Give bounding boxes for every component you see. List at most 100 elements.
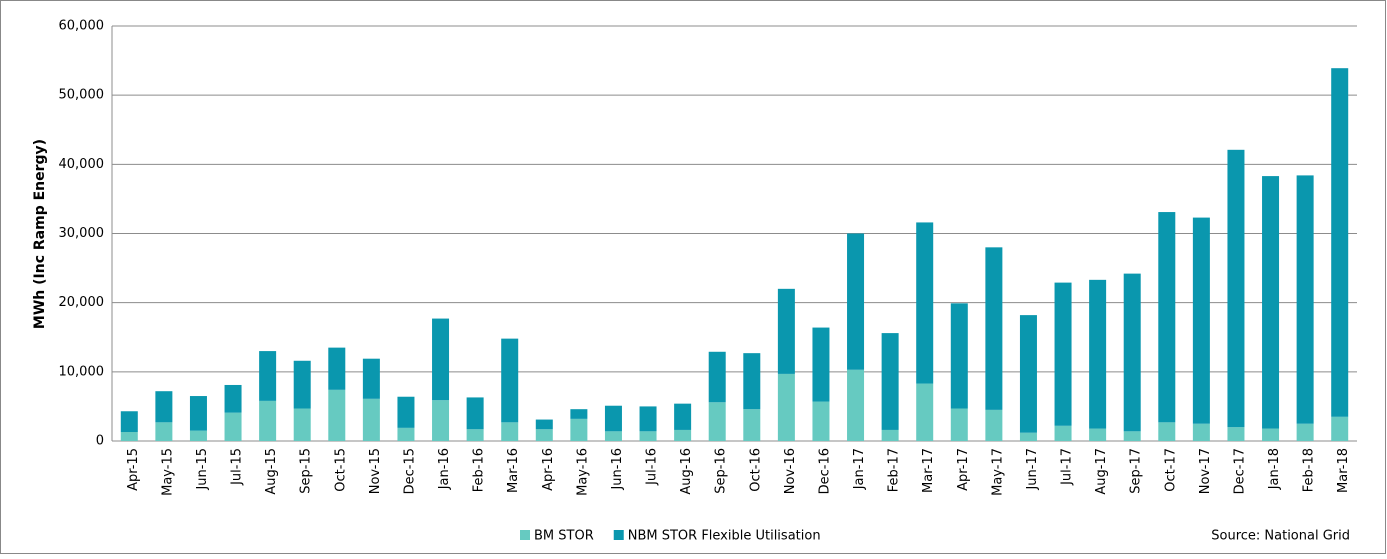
x-tick-label: Jan-18 [1267,448,1282,490]
x-tick-label: Mar-17 [921,448,936,493]
y-tick-label: 40,000 [59,157,105,172]
y-tick-label: 10,000 [59,364,105,379]
bar-segment [1019,315,1037,433]
x-tick-label: Aug-17 [1094,448,1109,495]
bar-segment [362,398,380,441]
bar-segment [466,429,484,441]
x-tick-label: Oct-15 [333,448,348,492]
y-tick-label: 20,000 [59,295,105,310]
bar-segment [916,383,934,441]
x-tick-label: May-17 [990,448,1005,496]
x-tick-label: Jun-15 [195,448,210,491]
bar-segment [259,351,277,401]
bar-segment [570,409,588,419]
y-tick-label: 50,000 [59,88,105,103]
x-tick-label: Apr-15 [126,448,141,491]
bar-segment [397,396,415,428]
legend-swatch [613,530,624,540]
bar-segment [1054,425,1072,441]
x-tick-label: Dec-17 [1232,448,1247,494]
bar-segment [1331,68,1349,417]
x-tick-label: Apr-16 [541,448,556,491]
bar-segment [535,419,553,430]
bar-segment [1227,149,1245,428]
x-tick-label: May-15 [160,448,175,496]
bar-segment [1089,428,1107,441]
y-tick-label: 30,000 [59,226,105,241]
x-tick-label: Oct-17 [1163,448,1178,492]
bar-segment [189,430,207,441]
bar-segment [916,222,934,384]
x-tick-label: Jul-17 [1060,448,1075,486]
x-tick-label: Sep-15 [299,448,314,494]
legend-swatch [520,530,530,540]
bar-segment [743,409,761,441]
legend-label: BM STOR [534,529,594,544]
bar-segment [985,247,1003,410]
bar-segment [639,431,657,441]
bar-segment [674,429,692,441]
bar-segment [501,338,519,423]
bar-segment [1054,282,1072,426]
bar-segment [881,429,899,441]
bar-segment [950,408,968,441]
x-tick-label: Jul-16 [645,448,660,486]
bar-segment [466,397,484,430]
bar-segment [1192,423,1210,441]
bar-segment [1158,422,1176,441]
bar-segment [1158,212,1176,423]
bar-segment [847,369,865,441]
y-axis-label: MWh (Inc Ramp Energy) [32,139,48,329]
bar-segment [432,400,450,441]
x-tick-label: Jan-16 [437,448,452,490]
y-tick-label: 0 [96,434,104,449]
x-tick-label: Nov-15 [368,448,383,494]
bar-segment [812,401,830,441]
bar-segment [328,347,346,390]
x-tick-label: Jul-15 [230,448,245,486]
bar-segment [397,427,415,441]
x-tick-label: Mar-16 [506,448,521,493]
x-tick-label: Nov-17 [1198,448,1213,494]
x-tick-label: May-16 [575,448,590,496]
bar-segment [293,408,311,441]
bar-segment [950,303,968,409]
bar-segment [535,429,553,441]
bar-segment [362,358,380,399]
bar-segment [777,288,795,374]
bar-segment [985,409,1003,441]
legend-label: NBM STOR Flexible Utilisation [628,529,821,544]
bar-segment [155,422,173,441]
bar-segment [189,396,207,431]
bar-segment [1192,217,1210,424]
bar-segment [1296,175,1314,424]
x-tick-label: Aug-16 [679,448,694,495]
y-tick-label: 60,000 [59,19,105,34]
bar-segment [1331,416,1349,441]
x-tick-label: Nov-16 [783,448,798,494]
bar-segment [1089,279,1107,429]
x-tick-label: Oct-16 [748,448,763,492]
bar-segment [224,384,242,413]
bar-segment [1227,427,1245,441]
bar-segment [1262,176,1280,429]
bar-segment [1296,423,1314,441]
bar-segment [604,431,622,441]
bar-segment [812,327,830,402]
x-tick-label: Apr-17 [956,448,971,491]
bar-segment [881,333,899,430]
bar-segment [432,318,450,401]
bar-segment [1123,273,1141,432]
x-tick-label: Mar-18 [1336,448,1351,493]
bar-segment [777,373,795,441]
bar-segment [743,353,761,410]
bar-segment [639,406,657,432]
bar-segment [847,233,865,370]
x-tick-label: Feb-17 [887,448,902,492]
bar-segment [328,389,346,441]
x-tick-label: Jun-16 [610,448,625,491]
bar-segment [570,418,588,441]
x-tick-label: Feb-18 [1302,448,1317,492]
